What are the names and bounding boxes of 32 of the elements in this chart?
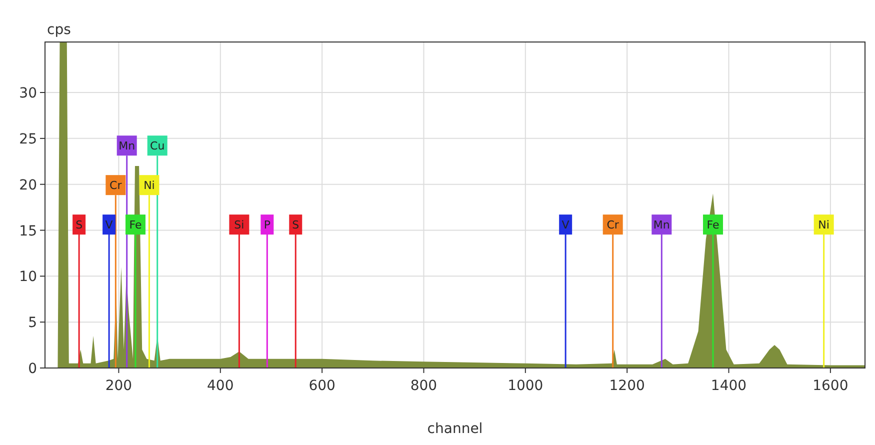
y-tick-label: 25 <box>19 131 37 148</box>
ref-line-label: V <box>105 218 114 232</box>
ref-line-label: Ni <box>818 218 830 232</box>
y-tick-label: 0 <box>28 361 37 377</box>
x-tick-label: 600 <box>308 378 336 394</box>
ref-line-label: P <box>264 218 271 232</box>
ref-line-label: Cu <box>150 140 165 153</box>
ref-line-label: Mn <box>653 218 670 232</box>
y-tick-label: 20 <box>19 177 37 194</box>
ref-line-label: Fe <box>706 218 720 232</box>
x-tick-label: 1600 <box>812 378 848 394</box>
x-tick-label: 1000 <box>508 378 544 394</box>
y-tick-label: 15 <box>19 223 37 240</box>
y-axis-title: cps <box>47 22 71 38</box>
ref-line-label: Cr <box>110 179 122 192</box>
x-tick-label: 1400 <box>710 378 747 394</box>
y-tick-label: 30 <box>19 86 37 102</box>
x-tick-label: 1200 <box>609 378 645 394</box>
y-tick-label: 10 <box>19 269 37 286</box>
x-tick-label: 200 <box>105 378 132 394</box>
ref-line-label: Mn <box>118 140 136 153</box>
ref-line-label: Ni <box>144 179 155 192</box>
ref-line-label: Fe <box>129 218 142 232</box>
x-tick-label: 400 <box>207 378 234 394</box>
ref-line-label: Si <box>234 218 244 232</box>
ref-line-label: S <box>292 218 300 232</box>
x-tick-label: 800 <box>410 378 438 394</box>
y-tick-label: 5 <box>28 315 37 332</box>
ref-line-label: Cr <box>606 218 620 232</box>
x-axis-title: channel <box>427 421 483 437</box>
ref-line-label: S <box>76 218 83 232</box>
ref-line-label: V <box>562 218 570 232</box>
